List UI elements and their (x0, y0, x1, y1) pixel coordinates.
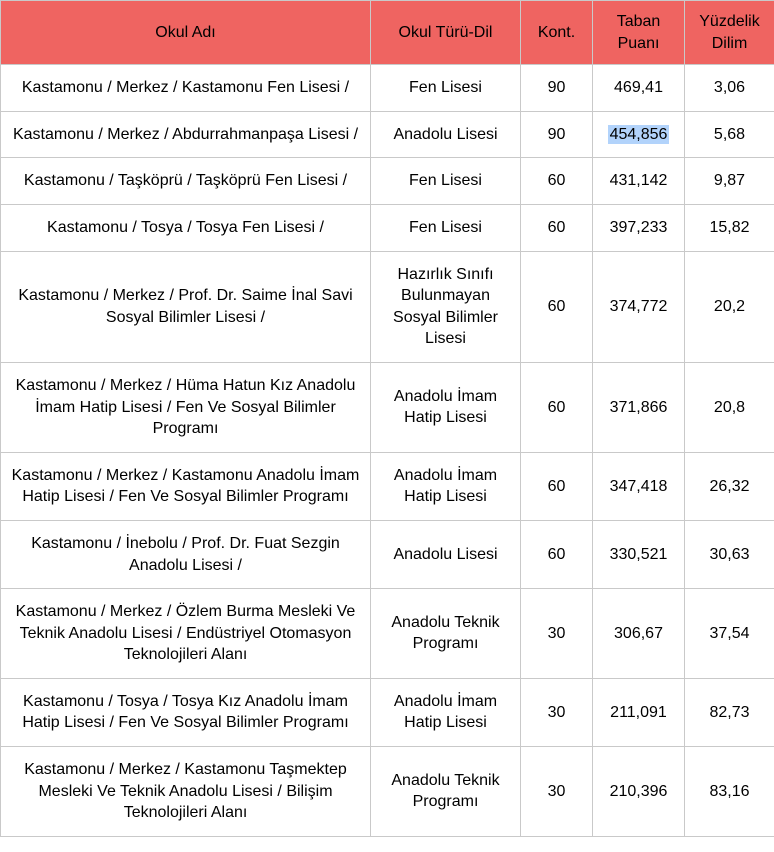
cell-puan: 431,142 (593, 158, 685, 205)
cell-type: Anadolu Teknik Programı (371, 747, 521, 837)
cell-dilim: 30,63 (685, 520, 774, 588)
header-name: Okul Adı (1, 1, 371, 65)
cell-dilim: 37,54 (685, 589, 774, 679)
cell-dilim: 3,06 (685, 65, 774, 112)
header-type: Okul Türü-Dil (371, 1, 521, 65)
cell-type: Fen Lisesi (371, 158, 521, 205)
table-row: Kastamonu / Taşköprü / Taşköprü Fen Lise… (1, 158, 774, 205)
cell-dilim: 83,16 (685, 747, 774, 837)
cell-puan: 211,091 (593, 678, 685, 746)
table-row: Kastamonu / Merkez / Abdurrahmanpaşa Lis… (1, 111, 774, 158)
cell-kont: 60 (521, 158, 593, 205)
cell-name: Kastamonu / Merkez / Kastamonu Taşmektep… (1, 747, 371, 837)
cell-type: Anadolu İmam Hatip Lisesi (371, 452, 521, 520)
cell-kont: 30 (521, 589, 593, 679)
header-puan: Taban Puanı (593, 1, 685, 65)
cell-kont: 60 (521, 251, 593, 362)
cell-type: Fen Lisesi (371, 204, 521, 251)
cell-name: Kastamonu / Tosya / Tosya Kız Anadolu İm… (1, 678, 371, 746)
cell-puan: 371,866 (593, 362, 685, 452)
cell-dilim: 82,73 (685, 678, 774, 746)
cell-type: Anadolu Lisesi (371, 111, 521, 158)
cell-puan: 454,856 (593, 111, 685, 158)
cell-kont: 90 (521, 65, 593, 112)
cell-dilim: 9,87 (685, 158, 774, 205)
header-kont: Kont. (521, 1, 593, 65)
cell-dilim: 20,2 (685, 251, 774, 362)
cell-puan: 210,396 (593, 747, 685, 837)
cell-kont: 60 (521, 204, 593, 251)
table-row: Kastamonu / Merkez / Kastamonu Anadolu İ… (1, 452, 774, 520)
table-row: Kastamonu / Merkez / Kastamonu Taşmektep… (1, 747, 774, 837)
cell-name: Kastamonu / Taşköprü / Taşköprü Fen Lise… (1, 158, 371, 205)
cell-kont: 60 (521, 452, 593, 520)
cell-puan: 347,418 (593, 452, 685, 520)
table-row: Kastamonu / İnebolu / Prof. Dr. Fuat Sez… (1, 520, 774, 588)
cell-dilim: 5,68 (685, 111, 774, 158)
cell-type: Anadolu İmam Hatip Lisesi (371, 678, 521, 746)
table-row: Kastamonu / Tosya / Tosya Kız Anadolu İm… (1, 678, 774, 746)
table-body: Kastamonu / Merkez / Kastamonu Fen Lises… (1, 65, 774, 837)
table-row: Kastamonu / Tosya / Tosya Fen Lisesi /Fe… (1, 204, 774, 251)
table-row: Kastamonu / Merkez / Kastamonu Fen Lises… (1, 65, 774, 112)
cell-name: Kastamonu / Merkez / Kastamonu Anadolu İ… (1, 452, 371, 520)
table-row: Kastamonu / Merkez / Prof. Dr. Saime İna… (1, 251, 774, 362)
cell-kont: 30 (521, 678, 593, 746)
header-row: Okul Adı Okul Türü-Dil Kont. Taban Puanı… (1, 1, 774, 65)
cell-type: Anadolu Lisesi (371, 520, 521, 588)
cell-type: Anadolu İmam Hatip Lisesi (371, 362, 521, 452)
header-dilim: Yüzdelik Dilim (685, 1, 774, 65)
table-header: Okul Adı Okul Türü-Dil Kont. Taban Puanı… (1, 1, 774, 65)
cell-puan: 469,41 (593, 65, 685, 112)
table-row: Kastamonu / Merkez / Hüma Hatun Kız Anad… (1, 362, 774, 452)
cell-puan: 306,67 (593, 589, 685, 679)
highlighted-value: 454,856 (608, 125, 670, 144)
cell-kont: 90 (521, 111, 593, 158)
cell-type: Anadolu Teknik Programı (371, 589, 521, 679)
cell-type: Fen Lisesi (371, 65, 521, 112)
cell-type: Hazırlık Sınıfı Bulunmayan Sosyal Biliml… (371, 251, 521, 362)
cell-name: Kastamonu / Merkez / Abdurrahmanpaşa Lis… (1, 111, 371, 158)
cell-dilim: 20,8 (685, 362, 774, 452)
cell-name: Kastamonu / Merkez / Hüma Hatun Kız Anad… (1, 362, 371, 452)
cell-dilim: 15,82 (685, 204, 774, 251)
cell-name: Kastamonu / Merkez / Özlem Burma Mesleki… (1, 589, 371, 679)
table-row: Kastamonu / Merkez / Özlem Burma Mesleki… (1, 589, 774, 679)
cell-puan: 374,772 (593, 251, 685, 362)
cell-puan: 397,233 (593, 204, 685, 251)
cell-puan: 330,521 (593, 520, 685, 588)
cell-kont: 30 (521, 747, 593, 837)
cell-kont: 60 (521, 362, 593, 452)
cell-name: Kastamonu / Merkez / Prof. Dr. Saime İna… (1, 251, 371, 362)
cell-kont: 60 (521, 520, 593, 588)
cell-name: Kastamonu / Tosya / Tosya Fen Lisesi / (1, 204, 371, 251)
cell-dilim: 26,32 (685, 452, 774, 520)
cell-name: Kastamonu / İnebolu / Prof. Dr. Fuat Sez… (1, 520, 371, 588)
schools-table: Okul Adı Okul Türü-Dil Kont. Taban Puanı… (0, 0, 774, 837)
cell-name: Kastamonu / Merkez / Kastamonu Fen Lises… (1, 65, 371, 112)
